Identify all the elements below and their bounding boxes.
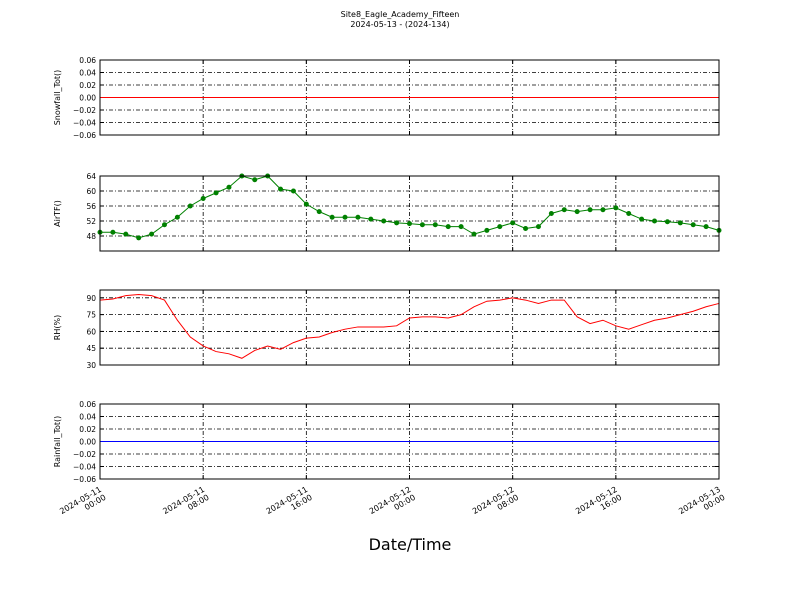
data-point	[548, 211, 554, 216]
data-point	[419, 222, 425, 228]
data-point	[187, 203, 193, 209]
x-tick-label: 2024-05-1208:00	[471, 485, 520, 524]
data-point	[149, 231, 155, 237]
data-point	[136, 235, 142, 241]
y-tick-label: 60	[86, 187, 96, 196]
data-point	[445, 224, 451, 230]
x-tick-label: 2024-05-1108:00	[161, 485, 210, 524]
plot-frame	[99, 175, 720, 252]
y-tick-label: −0.02	[73, 450, 96, 459]
chart-subtitle: 2024-05-13 - (2024-134)	[350, 20, 449, 29]
plot-frame	[99, 59, 720, 136]
x-tick-label: 2024-05-1216:00	[574, 485, 623, 524]
y-tick-label: 60	[86, 327, 96, 336]
data-point	[252, 177, 258, 183]
y-tick-label: 0.02	[79, 81, 96, 90]
data-point	[677, 220, 683, 226]
y-tick-label: 64	[86, 172, 96, 181]
data-point	[342, 214, 348, 220]
data-point	[432, 222, 438, 228]
data-point	[329, 214, 335, 220]
y-tick-label: 0.00	[79, 438, 96, 447]
data-point	[278, 186, 284, 192]
y-axis-label: Rainfall_Tot()	[53, 416, 62, 468]
y-tick-label: −0.06	[73, 131, 96, 140]
data-point	[561, 207, 567, 213]
data-point	[381, 218, 387, 224]
data-point	[613, 205, 619, 211]
y-axis-label: Snowfall_Tot()	[53, 70, 62, 126]
y-tick-label: 0.00	[79, 94, 96, 103]
y-tick-label: 48	[86, 232, 96, 241]
data-point	[703, 224, 709, 230]
data-point	[213, 190, 219, 196]
data-point	[652, 218, 658, 224]
x-tick-label: 2024-05-1116:00	[265, 485, 314, 524]
data-point	[639, 216, 645, 222]
data-point	[600, 207, 606, 213]
y-tick-label: 0.02	[79, 425, 96, 434]
x-tick-label: 2024-05-1300:00	[677, 485, 726, 524]
y-tick-label: 75	[86, 311, 96, 320]
y-tick-label: 90	[86, 294, 96, 303]
data-point	[458, 224, 464, 230]
x-tick-label: 2024-05-1100:00	[58, 485, 107, 524]
y-axis-label: AirTF()	[53, 200, 62, 227]
y-tick-label: −0.02	[73, 106, 96, 115]
data-point	[200, 196, 206, 201]
y-tick-label: 0.04	[79, 69, 96, 78]
data-line	[99, 293, 720, 359]
data-point	[123, 231, 129, 237]
data-point	[161, 222, 167, 228]
data-point	[587, 207, 593, 213]
data-point	[226, 184, 232, 190]
chart-title: Site8_Eagle_Academy_Fifteen	[341, 10, 460, 19]
data-point	[574, 209, 580, 215]
y-tick-label: 45	[86, 344, 96, 353]
plot-frame	[99, 289, 720, 366]
plot-frame	[99, 403, 720, 480]
data-point	[626, 211, 632, 216]
data-point	[110, 229, 116, 235]
y-tick-label: 0.04	[79, 413, 96, 422]
data-point	[664, 219, 670, 225]
data-point	[303, 201, 309, 207]
data-point	[497, 224, 503, 230]
y-tick-label: −0.06	[73, 475, 96, 484]
y-axis-label: RH(%)	[53, 315, 62, 340]
data-point	[510, 220, 516, 226]
data-point	[355, 214, 361, 220]
data-point	[368, 216, 374, 222]
data-point	[394, 220, 400, 226]
y-tick-label: 0.06	[79, 400, 96, 409]
data-point	[535, 224, 541, 230]
y-tick-label: 0.06	[79, 56, 96, 65]
data-point	[690, 222, 696, 228]
x-axis-label: Date/Time	[369, 535, 452, 554]
data-point	[316, 209, 322, 215]
data-point	[407, 221, 412, 227]
y-tick-label: 52	[86, 217, 96, 226]
data-point	[523, 226, 529, 231]
y-tick-label: 30	[86, 361, 96, 370]
data-point	[290, 188, 296, 194]
data-point	[174, 214, 180, 220]
data-point	[484, 227, 490, 233]
y-tick-label: −0.04	[73, 119, 96, 128]
x-tick-label: 2024-05-1200:00	[368, 485, 417, 524]
y-tick-label: −0.04	[73, 463, 96, 472]
y-tick-label: 56	[86, 202, 96, 211]
data-point	[471, 231, 477, 237]
